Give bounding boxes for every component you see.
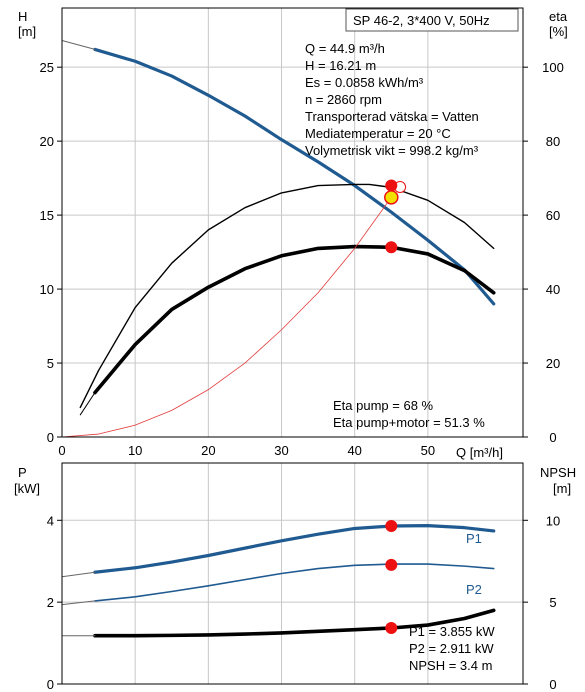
top-markers — [384, 179, 407, 254]
series-label-p1: P1 — [466, 531, 482, 546]
left-axis-unit-kw: [kW] — [14, 481, 40, 496]
right-tick-label: 0 — [549, 677, 556, 692]
right-tick-label: 40 — [546, 282, 560, 297]
duty-point-marker — [385, 558, 398, 571]
duty-point-marker — [385, 179, 398, 192]
left-tick-label: 25 — [40, 60, 54, 75]
x-axis-label: Q [m³/h] — [456, 445, 503, 460]
left-axis-label-p: P — [18, 465, 27, 480]
left-tick-label: 0 — [47, 430, 54, 445]
right-axis-label-eta: eta — [549, 9, 568, 24]
right-tick-label: 100 — [542, 60, 564, 75]
series-line-head-ext — [61, 40, 96, 50]
top-plot-frame — [61, 7, 524, 438]
left-axis-label-h: H — [18, 9, 27, 24]
x-tick-label: 10 — [128, 443, 142, 458]
info-line: Es = 0.0858 kWh/m³ — [305, 75, 424, 90]
top-series — [61, 40, 496, 438]
info-line: n = 2860 rpm — [305, 92, 382, 107]
p2-readout: P2 = 2.911 kW — [409, 641, 494, 656]
series-line-npsh — [93, 608, 496, 638]
left-tick-label: 0 — [47, 677, 54, 692]
x-tick-label: 0 — [58, 443, 65, 458]
operating-point-info: Q = 44.9 m³/h H = 16.21 m Es = 0.0858 kW… — [305, 41, 479, 158]
npsh-readout: NPSH = 3.4 m — [409, 658, 492, 673]
x-tick-label: 20 — [201, 443, 215, 458]
duty-point-marker — [385, 520, 398, 533]
series-line-eta-pump — [79, 183, 495, 409]
left-tick-label: 5 — [47, 356, 54, 371]
left-tick-label: 20 — [40, 134, 54, 149]
eta-pump-motor-text: Eta pump+motor = 51.3 % — [333, 415, 485, 430]
info-line: Volymetrisk vikt = 998.2 kg/m³ — [305, 143, 479, 158]
top-ticks: 0 10 20 30 40 50 0 5 10 15 20 25 0 20 40 60 80 100 — [40, 60, 564, 458]
top-grid — [62, 8, 523, 437]
info-line: Q = 44.9 m³/h — [305, 41, 385, 56]
power-readout: P1 = 3.855 kW P2 = 2.911 kW NPSH = 3.4 m — [409, 624, 495, 673]
right-tick-label: 60 — [546, 208, 560, 223]
series-line-eta-pump-motor — [93, 244, 496, 395]
bottom-grid — [62, 463, 523, 684]
eta-pump-text: Eta pump = 68 % — [333, 398, 434, 413]
duty-point-marker — [385, 241, 398, 254]
info-line: H = 16.21 m — [305, 58, 376, 73]
info-line: Transporterad vätska = Vatten — [305, 109, 479, 124]
x-tick-label: 50 — [421, 443, 435, 458]
p1-readout: P1 = 3.855 kW — [409, 624, 495, 639]
right-axis-unit-m: [m] — [553, 481, 571, 496]
bottom-series — [61, 524, 496, 638]
right-axis-unit-percent: [%] — [549, 24, 568, 39]
series-line-head — [93, 47, 496, 306]
series-line-eta-pm-ext — [79, 392, 96, 416]
operating-point-marker-core — [388, 194, 395, 201]
bottom-plot-frame — [61, 462, 524, 685]
left-axis-unit-m: [m] — [18, 24, 36, 39]
left-tick-label: 15 — [40, 208, 54, 223]
right-tick-label: 20 — [546, 356, 560, 371]
bottom-chart: 0 2 4 0 5 10 P [kW] NPSH [m] P1 P2 P1 = 3.855… — [14, 462, 576, 692]
right-tick-label: 0 — [549, 430, 556, 445]
bottom-ticks: 0 2 4 0 5 10 — [47, 513, 560, 692]
right-tick-label: 5 — [549, 595, 556, 610]
series-label-p2: P2 — [466, 582, 482, 597]
chart-title: SP 46-2, 3*400 V, 50Hz — [353, 13, 490, 28]
x-tick-label: 30 — [274, 443, 288, 458]
series-line-p2-ext — [61, 600, 96, 606]
series-line-p1 — [93, 524, 496, 574]
left-tick-label: 10 — [40, 282, 54, 297]
title-box — [345, 8, 519, 32]
left-tick-label: 2 — [47, 595, 54, 610]
series-line-p2 — [94, 563, 495, 602]
right-tick-label: 10 — [546, 513, 560, 528]
bottom-markers — [385, 520, 398, 635]
series-line-system-curve — [61, 196, 392, 438]
right-axis-label-npsh: NPSH — [540, 465, 576, 480]
efficiency-readout: Eta pump = 68 % Eta pump+motor = 51.3 % — [333, 398, 485, 430]
series-line-p1-ext — [61, 571, 96, 578]
info-line: Mediatemperatur = 20 °C — [305, 126, 451, 141]
left-tick-label: 4 — [47, 513, 54, 528]
duty-point-marker — [385, 622, 398, 635]
right-tick-label: 80 — [546, 134, 560, 149]
x-tick-label: 40 — [347, 443, 361, 458]
